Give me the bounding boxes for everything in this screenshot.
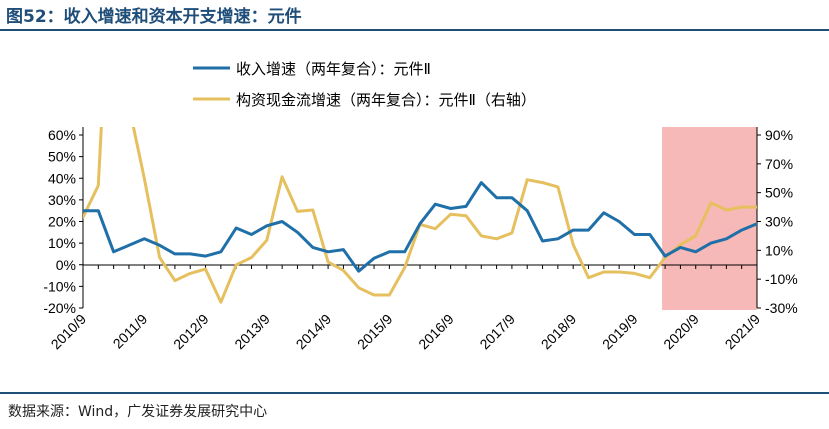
x-tick-label: 2015/9 bbox=[354, 311, 396, 353]
series-line-revenue bbox=[83, 181, 757, 273]
bottom-rule bbox=[0, 392, 829, 394]
highlight-region-layer bbox=[662, 127, 757, 310]
y-right-tick-label: -10% bbox=[765, 271, 798, 287]
y-right-tick-label: 90% bbox=[765, 127, 793, 143]
x-tick-label: 2019/9 bbox=[599, 311, 641, 353]
y-left-tick-label: 20% bbox=[48, 214, 76, 230]
x-tick-label: 2012/9 bbox=[170, 311, 212, 353]
series-layer bbox=[83, 127, 757, 304]
y-right-tick-label: 70% bbox=[765, 156, 793, 172]
top-rule bbox=[0, 29, 829, 31]
highlight-region bbox=[662, 127, 757, 310]
y-left-tick-label: -10% bbox=[43, 278, 76, 294]
y-left-tick-label: 0% bbox=[56, 257, 76, 273]
x-tick-label: 2014/9 bbox=[293, 311, 335, 353]
x-tick-label: 2013/9 bbox=[231, 311, 273, 353]
y-left-tick-label: 50% bbox=[48, 149, 76, 165]
x-tick-label: 2018/9 bbox=[538, 311, 580, 353]
x-tick-label: 2017/9 bbox=[476, 311, 518, 353]
chart-title: 图52：收入增速和资本开支增速：元件 bbox=[6, 7, 302, 27]
y-left-tick-label: 60% bbox=[48, 127, 76, 143]
source-note: 数据来源：Wind，广发证券发展研究中心 bbox=[8, 404, 268, 420]
x-tick-label: 2021/9 bbox=[722, 311, 764, 353]
y-left-tick-label: 30% bbox=[48, 192, 76, 208]
x-tick-label: 2011/9 bbox=[110, 311, 151, 352]
x-tick-label: 2020/9 bbox=[660, 311, 702, 353]
legend-label-capex: 构资现金流增速（两年复合）：元件Ⅱ（右轴） bbox=[236, 91, 536, 109]
y-right-tick-label: -30% bbox=[765, 300, 798, 316]
y-left-tick-label: -20% bbox=[43, 300, 76, 316]
y-left-tick-label: 40% bbox=[48, 170, 76, 186]
chart: 60% 50% 40% 30% 20% 10% 0% -10% -20% 90% 70% 50% 30%… bbox=[43, 60, 798, 353]
legend: 收入增速（两年复合）：元件Ⅱ 构资现金流增速（两年复合）：元件Ⅱ（右轴） bbox=[193, 60, 536, 109]
legend-label-revenue: 收入增速（两年复合）：元件Ⅱ bbox=[236, 60, 431, 78]
x-tick-label: 2016/9 bbox=[415, 311, 457, 353]
y-right-tick-label: 50% bbox=[765, 185, 793, 201]
series-line-capex bbox=[83, 127, 757, 304]
y-right-tick-label: 10% bbox=[765, 242, 793, 258]
y-right-tick-label: 30% bbox=[765, 214, 793, 230]
y-left-tick-label: 10% bbox=[48, 235, 76, 251]
x-tick-label: 2010/9 bbox=[48, 311, 90, 353]
